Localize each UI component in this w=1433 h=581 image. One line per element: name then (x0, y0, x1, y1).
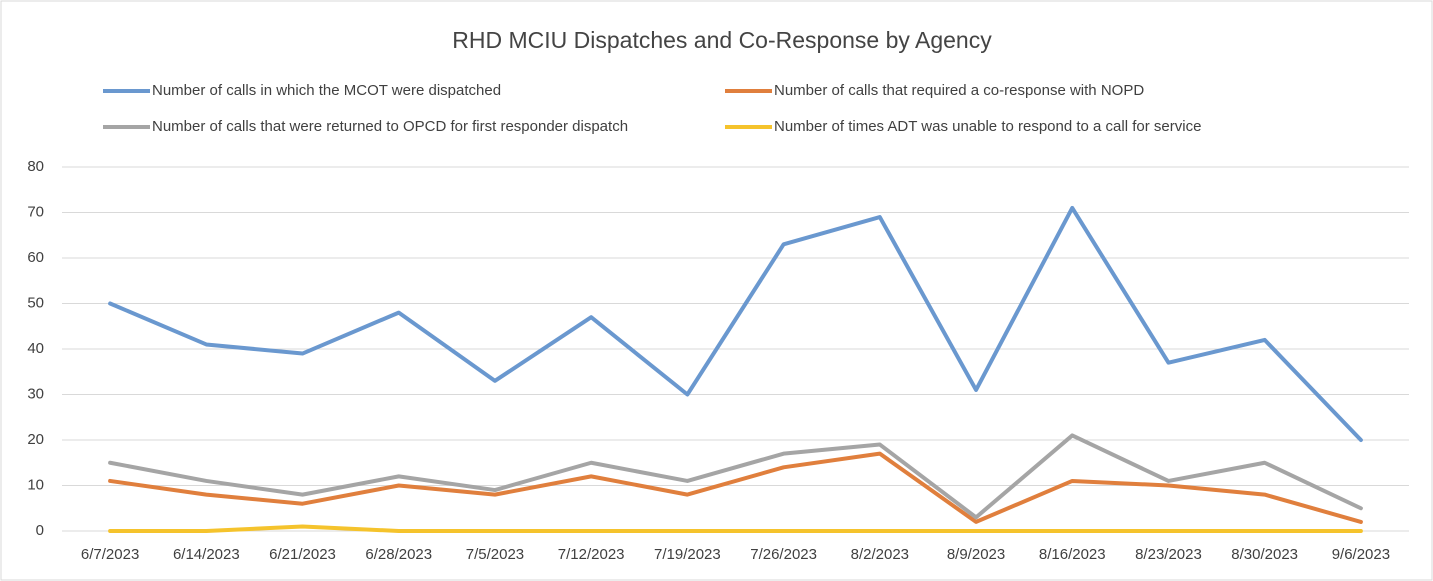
y-tick-label: 80 (27, 158, 44, 175)
x-tick-label: 8/9/2023 (947, 546, 1005, 563)
series-line (108, 433, 1363, 520)
legend-label: Number of calls that were returned to OP… (152, 118, 628, 135)
y-tick-label: 0 (36, 522, 44, 539)
x-tick-label: 7/5/2023 (466, 546, 524, 563)
y-tick-label: 60 (27, 249, 44, 266)
y-tick-label: 50 (27, 294, 44, 311)
x-tick-label: 8/16/2023 (1039, 546, 1106, 563)
y-tick-label: 40 (27, 340, 44, 357)
y-tick-label: 10 (27, 476, 44, 493)
x-tick-label: 6/21/2023 (269, 546, 336, 563)
x-tick-label: 7/12/2023 (558, 546, 625, 563)
x-tick-label: 8/23/2023 (1135, 546, 1202, 563)
x-tick-label: 6/14/2023 (173, 546, 240, 563)
series-line (108, 524, 1363, 533)
legend-label: Number of calls in which the MCOT were d… (152, 82, 501, 99)
x-tick-label: 7/26/2023 (750, 546, 817, 563)
legend-label: Number of calls that required a co-respo… (774, 82, 1144, 99)
x-tick-label: 6/28/2023 (365, 546, 432, 563)
y-tick-label: 20 (27, 431, 44, 448)
series-line (108, 451, 1363, 524)
x-tick-label: 9/6/2023 (1332, 546, 1390, 563)
series-line (108, 205, 1363, 442)
legend-label: Number of times ADT was unable to respon… (774, 118, 1201, 135)
x-tick-label: 8/30/2023 (1231, 546, 1298, 563)
x-tick-label: 6/7/2023 (81, 546, 139, 563)
chart-title: RHD MCIU Dispatches and Co-Response by A… (452, 27, 992, 53)
x-tick-label: 8/2/2023 (851, 546, 909, 563)
y-tick-label: 30 (27, 385, 44, 402)
x-tick-label: 7/19/2023 (654, 546, 721, 563)
y-tick-label: 70 (27, 203, 44, 220)
